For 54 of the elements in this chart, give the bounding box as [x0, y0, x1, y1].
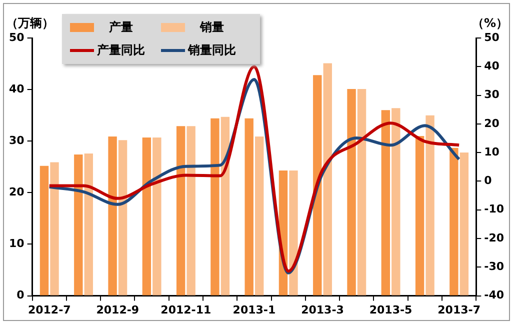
y-tick-label: 10	[8, 237, 25, 250]
bar	[244, 118, 254, 296]
y2-tick-label: -30	[484, 260, 504, 274]
y-axis-title: （万辆）	[6, 16, 54, 30]
bar	[118, 140, 128, 296]
x-tick-label: 2012-7	[28, 303, 71, 316]
bar	[74, 154, 83, 296]
bar	[50, 162, 59, 296]
x-tick-label: 2012-9	[96, 303, 140, 316]
y2-tick-label: -20	[484, 231, 504, 244]
bar	[357, 89, 366, 296]
y2-tick-label: 0	[484, 174, 492, 188]
x-tick-label: 2012-11	[160, 303, 212, 316]
y-tick-label: 0	[16, 288, 25, 302]
bar	[108, 136, 117, 296]
x-tick-label: 2013-5	[369, 303, 412, 316]
bar	[176, 126, 186, 296]
y2-tick-label: 50	[484, 30, 500, 44]
bar	[254, 136, 264, 296]
bar	[186, 126, 196, 296]
bar	[40, 166, 49, 296]
y2-tick-label: 10	[484, 145, 500, 158]
y-tick-label: 30	[8, 134, 25, 147]
bar	[426, 115, 434, 296]
bar	[450, 148, 458, 296]
bar	[415, 136, 424, 296]
x-tick-label: 2013-7	[438, 303, 480, 316]
bar	[142, 138, 152, 296]
bar	[210, 118, 220, 296]
y-tick-label: 20	[8, 186, 25, 199]
x-tick-label: 2013-1	[232, 303, 276, 316]
bar	[381, 110, 390, 296]
x-tick-label: 2013-3	[301, 303, 344, 316]
y2-tick-label: -40	[484, 288, 504, 302]
y2-tick-label: 30	[484, 88, 500, 102]
bar	[84, 153, 93, 296]
y2-axis-title: （%）	[472, 16, 508, 30]
bar	[152, 138, 162, 296]
bar	[460, 152, 469, 296]
y-tick-label: 40	[8, 82, 25, 96]
legend-label: 产量同比	[97, 42, 145, 59]
bar	[220, 116, 230, 296]
legend-label: 产量	[109, 19, 133, 36]
y2-tick-label: 20	[484, 116, 500, 130]
bar	[289, 170, 298, 296]
legend-label: 销量同比	[188, 42, 236, 59]
bar	[392, 108, 400, 296]
bar	[323, 63, 332, 296]
y2-tick-label: 40	[484, 60, 500, 73]
bar	[313, 75, 322, 296]
y2-tick-label: -10	[484, 202, 504, 216]
legend-label: 销量	[200, 19, 224, 36]
bar	[347, 89, 356, 296]
y-tick-label: 50	[8, 30, 25, 44]
